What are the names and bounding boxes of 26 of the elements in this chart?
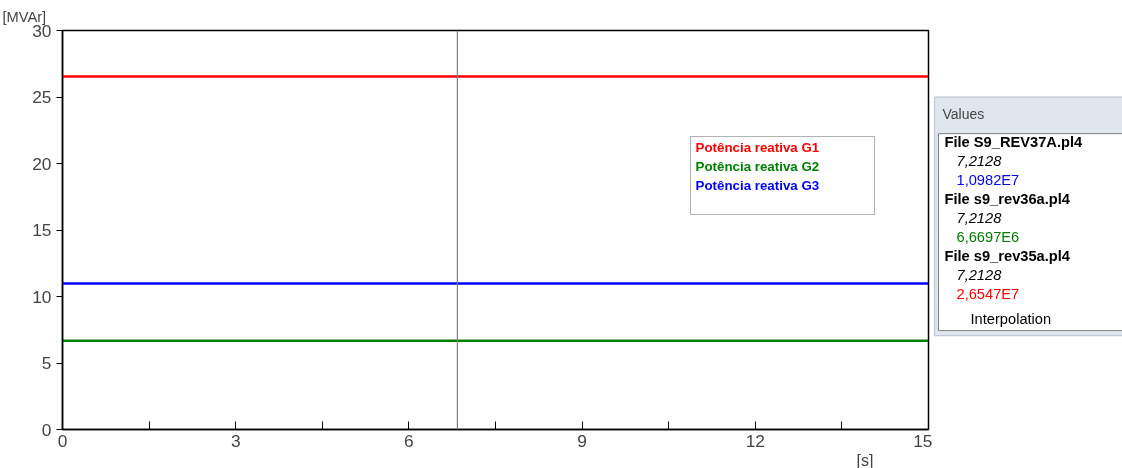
y-tick-label: 5	[41, 353, 52, 373]
text: 7,2128	[956, 267, 1003, 284]
x-tick-label: 3	[230, 430, 241, 451]
text: Values	[942, 106, 985, 123]
text: 1,0982E7	[956, 172, 1020, 189]
y-tick-label: 15	[32, 220, 52, 240]
text: Potência reativa G3	[695, 177, 820, 193]
text: Potência reativa G2	[695, 158, 820, 174]
text: File s9_rev36a.pl4	[944, 191, 1071, 208]
y-tick-label: 10	[32, 286, 52, 307]
text: 7,2128	[956, 210, 1003, 227]
text: 2,6547E7	[956, 286, 1020, 303]
y-tick-label: 20	[32, 153, 52, 174]
x-tick-label: 15	[913, 430, 933, 451]
x-axis-title: [s]	[856, 451, 874, 468]
x-tick-label: 0	[57, 430, 68, 451]
y-tick-label: 25	[32, 87, 52, 107]
text: File s9_rev35a.pl4	[944, 248, 1071, 265]
text: File S9_REV37A.pl4	[944, 134, 1084, 151]
text: 7,2128	[956, 153, 1003, 170]
text: Interpolation	[970, 310, 1052, 327]
x-tick-label: 9	[577, 430, 587, 451]
x-tick-label: 12	[745, 430, 765, 451]
x-tick-label: 6	[404, 430, 414, 451]
text: 6,6697E6	[956, 229, 1020, 246]
text: Potência reativa G1	[695, 139, 820, 155]
